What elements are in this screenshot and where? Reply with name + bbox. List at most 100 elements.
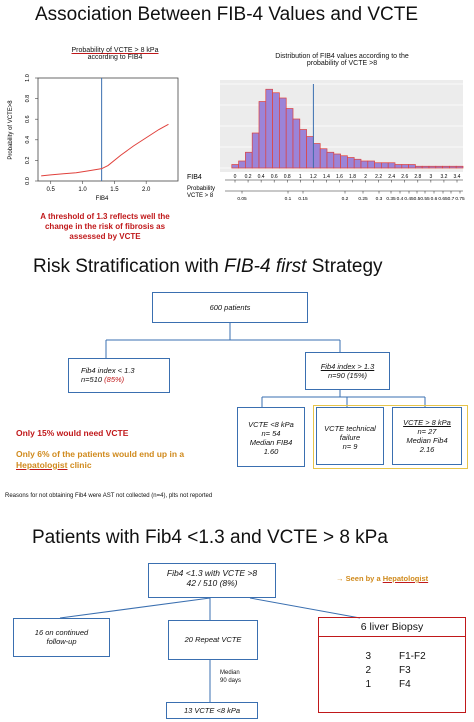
left-y-tick-label: 0.0 [25, 177, 31, 185]
hist-bar [340, 155, 348, 169]
vcte-failure-line1: VCTE technical [324, 424, 376, 433]
reasons-footnote: Reasons for not obtaining Fib4 were AST … [5, 493, 213, 499]
threshold-note-line1: A threshold of 1.3 reflects well the [40, 212, 170, 221]
hist-bar [408, 164, 416, 169]
hist-bar [421, 165, 430, 169]
section2-title-suffix: Strategy [306, 256, 383, 277]
hist-bar [272, 92, 280, 169]
fib4-tick-label: 2.4 [388, 174, 395, 180]
vcte-high-line4: 2.16 [419, 445, 435, 454]
hepatologist-highlight-frame [313, 405, 468, 469]
fib4-tick-label: 0.6 [271, 174, 278, 180]
prob-row-label-2: VCTE > 8 [187, 193, 214, 199]
right-chart-title-line1: Distribution of FIB4 values according to… [275, 53, 409, 60]
section2-title-italic: FIB-4 first [224, 256, 307, 277]
fib4-high-line1: Fib4 index > 1.3 [320, 362, 375, 371]
hist-bar [299, 129, 307, 169]
fib4-tick-label: 2.6 [401, 174, 408, 180]
hist-bar [319, 148, 328, 169]
hist-bar [258, 101, 267, 169]
hist-bar [285, 108, 294, 169]
hist-bar [347, 157, 355, 169]
right-chart-title-line2: probability of VCTE >8 [306, 60, 378, 67]
followup-line1: 16 on continued [34, 628, 89, 637]
right-histogram: FIB4 0 0.2 0.4 0.6 0.8 1 1.2 1.4 1.6 1.8 2 2.2 2.4 2.… [187, 80, 465, 202]
only-6-line1: Only 6% of the patients would end up in … [16, 449, 185, 459]
biopsy-row: 2 F3 [319, 664, 465, 678]
left-chart-title-line1: Probability of VCTE > 8 kPa [71, 47, 159, 54]
fib4-tick-label: 0.4 [258, 174, 265, 180]
hist-bar [381, 162, 389, 169]
hist-bar [442, 165, 450, 169]
prob-tick-label: 0.05 [237, 196, 247, 202]
hist-bar [238, 160, 246, 169]
fib4-tick-label: 2 [364, 174, 367, 180]
prob-tick-label: 0.15 [298, 196, 308, 202]
left-chart-title-line2: according to FIB4 [87, 54, 143, 61]
flow3-connectors [59, 597, 361, 702]
left-y-tick-label: 1.0 [25, 74, 31, 82]
prob-tick-label: 0.25 [358, 196, 368, 202]
left-chart-frame [37, 77, 179, 182]
fib4-low-line2: n=510 (85%) [81, 375, 169, 384]
left-line-chart: Probability of VCTE>8 FIB4 0.0 0.2 0.4 0.6 0… [8, 74, 179, 202]
left-x-tick-label: 0.5 [47, 187, 56, 193]
left-chart-xlabel: FIB4 [96, 196, 109, 202]
only-6-line2: Hepatologist clinic [16, 460, 184, 471]
hist-bar [360, 160, 369, 169]
prob-tick-label: 0.55 [420, 196, 430, 202]
left-y-tick-label: 0.8 [25, 95, 31, 103]
fib4-tick-label: 3 [429, 174, 432, 180]
section2-title: Risk Stratification with FIB-4 first Str… [33, 256, 383, 278]
left-x-tick-label: 1.0 [78, 187, 87, 193]
vcte-failure-line2: failure [339, 433, 361, 442]
vcte-high-line3: Median Fib4 [406, 436, 448, 445]
vcte-low-line3: Median FIB4 [249, 438, 293, 447]
fib4-low-n: n=510 [81, 375, 105, 384]
fib4-tick-label: 1 [299, 174, 302, 180]
prob-tick-label: 0.6 [431, 196, 438, 202]
median-line1: Median [220, 670, 240, 676]
hist-bar [279, 97, 287, 169]
right-chart-title: Distribution of FIB4 values according to… [222, 53, 462, 67]
threshold-note-line3: assessed by VCTE [69, 232, 141, 241]
vcte-failure-line3: n= 9 [342, 442, 358, 451]
vcte-failure-box: VCTE technical failure n= 9 [316, 407, 384, 465]
vcte-low-line2: n= 54 [261, 429, 281, 438]
prob-tick-label: 0.45 [404, 196, 414, 202]
vcte-low-line1: VCTE <8 kPa [248, 420, 294, 429]
median-line2: 90 days [220, 677, 242, 684]
only-6-note: Only 6% of the patients would end up in … [16, 449, 184, 470]
hist-bar [265, 88, 273, 169]
median-days-note: Median 90 days [220, 670, 241, 686]
fib4-tick-label: 0 [234, 174, 237, 180]
seen-by-hepatologist: → Seen by a Hepatologist [336, 574, 428, 583]
threshold-note-line2: change in the risk of fibrosis as [44, 222, 166, 231]
followup-line2: follow-up [46, 637, 77, 646]
section1-title: Association Between FIB-4 Values and VCT… [35, 4, 419, 25]
fib4-tick-label: 1.6 [336, 174, 343, 180]
section3-title: Patients with Fib4 <1.3 and VCTE > 8 kPa [32, 527, 388, 548]
left-chart-title: Probability of VCTE > 8 kPa according to… [40, 47, 190, 61]
seen-text: Seen by a [345, 574, 383, 583]
biopsy-title: 6 liver Biopsy [319, 618, 465, 637]
fib4-tick-label: 1.2 [310, 174, 317, 180]
vcte-high-line2: n= 27 [417, 427, 437, 436]
hist-bar [306, 136, 314, 169]
prob-tick-label: 0.35 [386, 196, 396, 202]
hist-bar [449, 165, 457, 169]
biopsy-row-count: 2 [365, 665, 371, 676]
biopsy-row-count: 1 [365, 679, 371, 690]
seen-hepatologist: Hepatologist [382, 574, 429, 583]
biopsy-box: 6 liver Biopsy 3 F1-F2 2 F3 1 F4 [318, 617, 466, 713]
repeat-vcte-box: 20 Repeat VCTE [168, 620, 258, 660]
vcte-low-box: VCTE <8 kPa n= 54 Median FIB4 1.60 [237, 407, 305, 467]
fib4-tick-label: 0.8 [284, 174, 291, 180]
only-15-note: Only 15% would need VCTE [16, 428, 129, 438]
prob-tick-label: 0.2 [342, 196, 349, 202]
prob-tick-label: 0.75 [455, 196, 465, 202]
prob-tick-label: 0.7 [448, 196, 455, 202]
biopsy-row-count: 3 [365, 651, 371, 662]
hist-bar [367, 160, 375, 169]
fib4-low-pct: (85%) [104, 375, 125, 384]
